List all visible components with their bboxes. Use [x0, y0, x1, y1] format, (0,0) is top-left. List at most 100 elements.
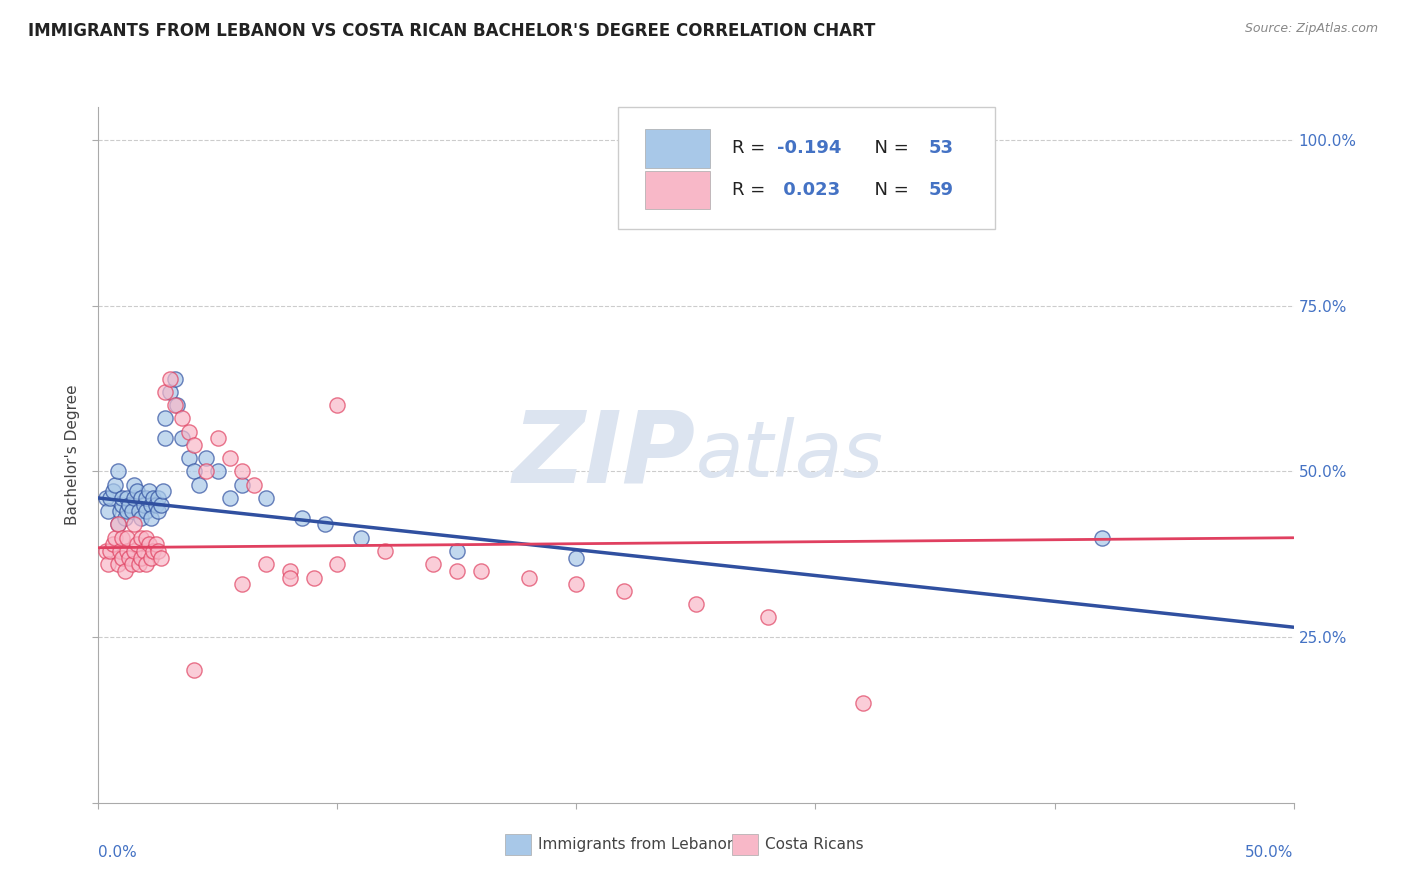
Text: 0.023: 0.023 — [778, 181, 841, 199]
Point — [131, 531, 153, 545]
Bar — [644, 129, 710, 168]
Point — [1091, 531, 1114, 545]
Point — [107, 558, 129, 572]
Point — [149, 498, 172, 512]
Point — [183, 438, 205, 452]
Point — [148, 504, 170, 518]
Point — [131, 550, 153, 565]
Point — [172, 431, 194, 445]
Point — [148, 544, 170, 558]
Point — [125, 484, 148, 499]
Point — [565, 550, 588, 565]
Point — [142, 491, 165, 505]
Point — [231, 577, 253, 591]
Point — [128, 504, 150, 518]
Point — [115, 544, 138, 558]
Point — [114, 564, 136, 578]
Text: R =: R = — [733, 139, 770, 157]
Point — [135, 491, 157, 505]
Point — [124, 544, 146, 558]
Point — [107, 517, 129, 532]
Point — [124, 517, 146, 532]
Point — [115, 491, 138, 505]
Point — [172, 411, 194, 425]
Point — [163, 372, 186, 386]
Point — [101, 484, 124, 499]
Point — [326, 398, 349, 412]
Point — [517, 570, 540, 584]
Point — [139, 550, 162, 565]
Point — [94, 491, 117, 505]
Point — [98, 491, 122, 505]
Point — [139, 511, 162, 525]
Point — [219, 451, 242, 466]
Text: R =: R = — [733, 181, 770, 199]
Point — [422, 558, 444, 572]
Point — [852, 697, 875, 711]
Text: 50.0%: 50.0% — [1246, 845, 1294, 860]
Point — [183, 663, 205, 677]
Point — [302, 570, 325, 584]
Point — [145, 498, 167, 512]
Point — [278, 570, 301, 584]
Point — [166, 398, 188, 412]
Point — [135, 531, 157, 545]
Point — [183, 465, 205, 479]
Point — [194, 465, 218, 479]
Point — [155, 411, 177, 425]
Point — [207, 465, 229, 479]
Point — [278, 564, 301, 578]
Text: 0.0%: 0.0% — [98, 845, 138, 860]
FancyBboxPatch shape — [619, 107, 995, 229]
Point — [107, 465, 129, 479]
Point — [132, 544, 155, 558]
Point — [148, 491, 170, 505]
Point — [111, 550, 134, 565]
Point — [111, 498, 134, 512]
Point — [207, 431, 229, 445]
Point — [194, 451, 218, 466]
Point — [254, 558, 277, 572]
Text: -0.194: -0.194 — [778, 139, 842, 157]
Point — [94, 544, 117, 558]
Point — [115, 531, 138, 545]
Point — [108, 544, 131, 558]
Point — [315, 517, 337, 532]
Text: Source: ZipAtlas.com: Source: ZipAtlas.com — [1244, 22, 1378, 36]
Text: IMMIGRANTS FROM LEBANON VS COSTA RICAN BACHELOR'S DEGREE CORRELATION CHART: IMMIGRANTS FROM LEBANON VS COSTA RICAN B… — [28, 22, 876, 40]
Point — [326, 558, 349, 572]
Point — [231, 477, 253, 491]
Point — [374, 544, 396, 558]
Point — [470, 564, 492, 578]
Text: N =: N = — [863, 139, 915, 157]
Text: Immigrants from Lebanon: Immigrants from Lebanon — [538, 837, 737, 852]
Point — [118, 498, 141, 512]
Point — [446, 544, 468, 558]
Bar — [644, 171, 710, 210]
Point — [104, 531, 127, 545]
Point — [159, 384, 181, 399]
Point — [138, 484, 160, 499]
Text: 59: 59 — [929, 181, 955, 199]
Point — [138, 537, 160, 551]
Point — [135, 504, 157, 518]
Point — [254, 491, 277, 505]
Point — [187, 477, 209, 491]
Point — [350, 531, 373, 545]
Point — [131, 511, 153, 525]
Point — [179, 425, 201, 439]
Point — [97, 558, 120, 572]
Point — [104, 477, 127, 491]
Point — [124, 477, 146, 491]
Point — [111, 531, 134, 545]
Point — [128, 558, 150, 572]
Text: ZIP: ZIP — [513, 407, 696, 503]
Point — [108, 504, 131, 518]
Point — [124, 491, 146, 505]
Point — [125, 537, 148, 551]
Text: 53: 53 — [929, 139, 955, 157]
Point — [163, 398, 186, 412]
Y-axis label: Bachelor's Degree: Bachelor's Degree — [65, 384, 80, 525]
Point — [219, 491, 242, 505]
Point — [179, 451, 201, 466]
